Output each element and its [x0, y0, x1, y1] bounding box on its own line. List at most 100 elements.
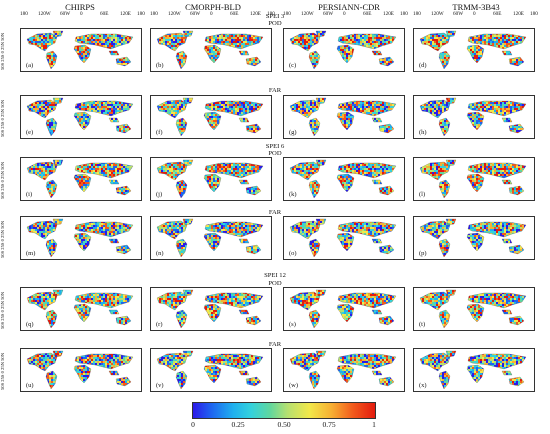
map-panel: (m) — [20, 216, 142, 260]
panel-label: (k) — [288, 191, 298, 198]
longitude-tick: 60W — [190, 11, 200, 17]
section-title-spei12: SPEI 12 — [0, 272, 550, 279]
longitude-tick: 120E — [383, 11, 394, 17]
world-map — [26, 350, 134, 390]
panel-label: (v) — [155, 382, 165, 389]
world-map — [289, 159, 397, 199]
map-panel: (j) — [150, 157, 272, 201]
longitude-axis: 180 120W 60W 0 60E 120E 180 — [413, 11, 538, 21]
world-map — [419, 218, 527, 258]
longitude-tick: 60E — [230, 11, 238, 17]
latitude-axis: 50S 25S 0 25N 50N — [0, 350, 12, 392]
world-map — [26, 218, 134, 258]
map-panel: (s) — [283, 287, 405, 331]
panel-label: (p) — [418, 250, 428, 257]
longitude-tick: 120W — [301, 11, 314, 17]
map-panel: (t) — [413, 287, 535, 331]
map-panel: (d) — [413, 28, 535, 72]
longitude-tick: 60W — [60, 11, 70, 17]
world-map — [289, 97, 397, 137]
panel-label: (b) — [155, 62, 165, 69]
map-panel: (f) — [150, 95, 272, 139]
longitude-axis: 180 120W 60W 0 60E 120E 180 — [150, 11, 275, 21]
section-title-spei3: SPEI 3 — [0, 13, 550, 20]
longitude-axis: 180 120W 60W 0 60E 120E 180 — [20, 11, 145, 21]
map-panel: (a) — [20, 28, 142, 72]
colorbar-tick: 0.25 — [231, 420, 244, 429]
metric-title-pod: POD — [0, 150, 550, 157]
section-title-spei6: SPEI 6 — [0, 143, 550, 150]
map-panel: (o) — [283, 216, 405, 260]
world-map — [156, 159, 264, 199]
latitude-axis: 50S 25S 0 25N 50N — [0, 159, 12, 201]
longitude-tick: 120W — [431, 11, 444, 17]
world-map — [419, 289, 527, 329]
panel-label: (u) — [25, 382, 35, 389]
panel-label: (t) — [418, 321, 427, 328]
panel-label: (e) — [25, 129, 35, 136]
panel-label: (a) — [25, 62, 35, 69]
world-map — [289, 30, 397, 70]
longitude-tick: 180 — [137, 11, 145, 17]
longitude-axis: 180 120W 60W 0 60E 120E 180 — [283, 11, 408, 21]
longitude-tick: 180 — [400, 11, 408, 17]
colorbar-tick: 0.50 — [277, 420, 290, 429]
panel-label: (j) — [155, 191, 164, 198]
panel-label: (q) — [25, 321, 35, 328]
map-panel: (n) — [150, 216, 272, 260]
longitude-tick: 60E — [493, 11, 501, 17]
panel-label: (c) — [288, 62, 298, 69]
longitude-tick: 180 — [20, 11, 28, 17]
panel-label: (g) — [288, 129, 298, 136]
world-map — [156, 30, 264, 70]
world-map — [26, 30, 134, 70]
column-title-trmm: TRMM-3B43 — [421, 2, 531, 12]
longitude-tick: 180 — [267, 11, 275, 17]
map-panel: (k) — [283, 157, 405, 201]
panel-label: (s) — [288, 321, 297, 328]
map-panel: (u) — [20, 348, 142, 392]
metric-title-far: FAR — [0, 87, 550, 94]
map-panel: (p) — [413, 216, 535, 260]
longitude-tick: 0 — [210, 11, 213, 17]
world-map — [26, 159, 134, 199]
panel-label: (h) — [418, 129, 428, 136]
map-panel: (w) — [283, 348, 405, 392]
map-panel: (x) — [413, 348, 535, 392]
map-panel: (g) — [283, 95, 405, 139]
metric-title-far: FAR — [0, 209, 550, 216]
latitude-axis: 50S 25S 0 25N 50N — [0, 97, 12, 139]
world-map — [156, 97, 264, 137]
world-map — [26, 97, 134, 137]
map-panel: (e) — [20, 95, 142, 139]
longitude-tick: 60W — [453, 11, 463, 17]
world-map — [419, 97, 527, 137]
map-panel: (l) — [413, 157, 535, 201]
longitude-tick: 120W — [38, 11, 51, 17]
panel-label: (l) — [418, 191, 427, 198]
latitude-axis: 50S 25S 0 25N 50N — [0, 218, 12, 260]
metric-title-far: FAR — [0, 341, 550, 348]
panel-label: (n) — [155, 250, 165, 257]
world-map — [289, 350, 397, 390]
latitude-axis: 50S 25S 0 25N 50N — [0, 289, 12, 331]
panel-label: (r) — [155, 321, 164, 328]
panel-label: (w) — [288, 382, 300, 389]
longitude-tick: 60E — [363, 11, 371, 17]
map-panel: (q) — [20, 287, 142, 331]
colorbar-tick: 0.75 — [322, 420, 335, 429]
world-map — [419, 350, 527, 390]
colorbar-tick: 0 — [191, 420, 195, 429]
map-panel: (h) — [413, 95, 535, 139]
panel-label: (o) — [288, 250, 298, 257]
world-map — [289, 218, 397, 258]
longitude-tick: 180 — [150, 11, 158, 17]
column-title-cmorph: CMORPH-BLD — [158, 2, 268, 12]
column-title-persiann: PERSIANN-CDR — [294, 2, 404, 12]
panel-label: (f) — [155, 129, 164, 136]
longitude-tick: 120E — [250, 11, 261, 17]
map-panel: (b) — [150, 28, 272, 72]
panel-label: (x) — [418, 382, 428, 389]
longitude-tick: 180 — [413, 11, 421, 17]
longitude-tick: 60W — [323, 11, 333, 17]
